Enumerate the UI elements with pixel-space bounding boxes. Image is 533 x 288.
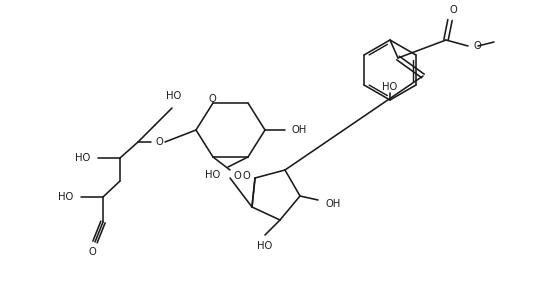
Text: O: O [208, 94, 216, 104]
Text: HO: HO [382, 82, 398, 92]
Text: OH: OH [292, 125, 307, 135]
Text: HO: HO [166, 91, 182, 101]
Text: HO: HO [75, 153, 90, 163]
Text: OH: OH [325, 199, 340, 209]
Text: O: O [243, 171, 250, 181]
Text: O: O [234, 171, 242, 181]
Text: HO: HO [205, 170, 220, 180]
Text: HO: HO [257, 241, 272, 251]
Text: O: O [449, 5, 457, 15]
Text: HO: HO [58, 192, 73, 202]
Text: O: O [155, 137, 163, 147]
Text: O: O [88, 247, 96, 257]
Text: O: O [473, 41, 481, 51]
